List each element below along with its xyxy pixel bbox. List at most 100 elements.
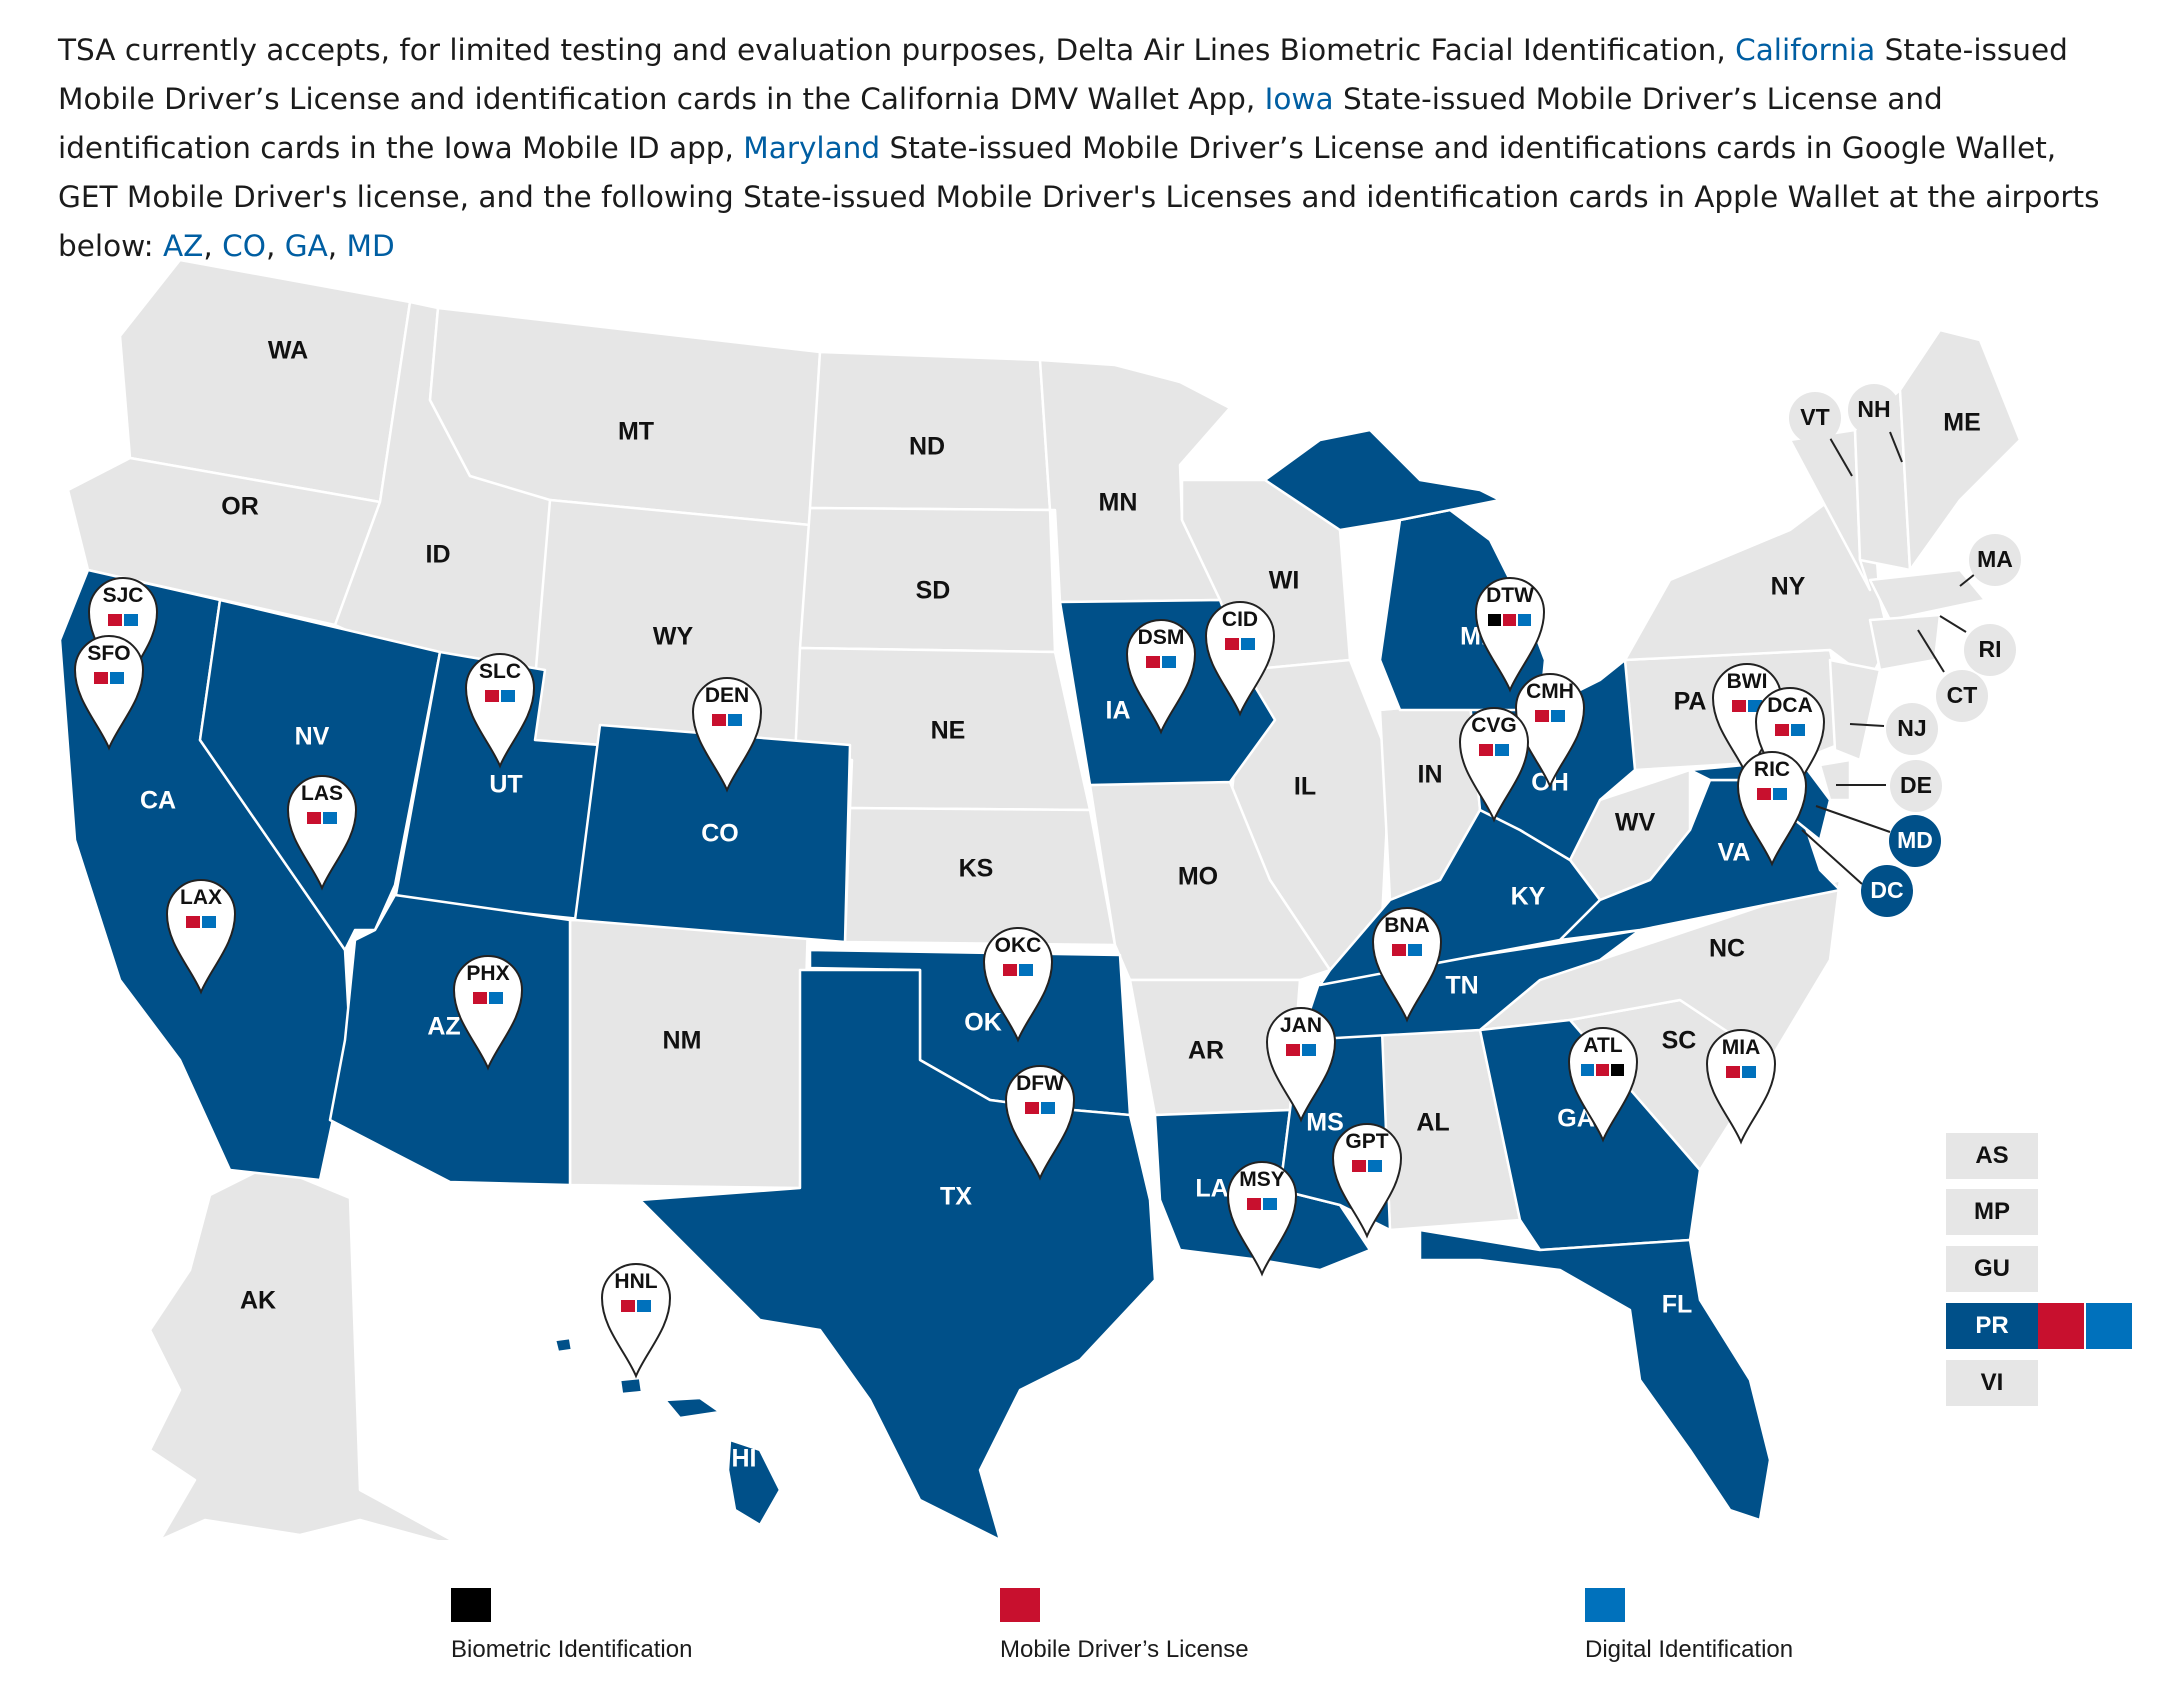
state-nd[interactable] xyxy=(808,350,1052,512)
pin-sq-digital xyxy=(1241,638,1255,650)
label-sc: SC xyxy=(1662,1027,1697,1055)
state-ma[interactable] xyxy=(1868,568,1987,622)
label-md: MD xyxy=(1897,827,1933,853)
pin-label-mia: MIA xyxy=(1722,1036,1761,1059)
pin-hnl[interactable]: HNL xyxy=(601,1263,671,1377)
state-hi[interactable] xyxy=(553,1336,782,1527)
label-nm: NM xyxy=(663,1027,702,1055)
pin-sq-digital xyxy=(1495,744,1509,756)
pin-dfw[interactable]: DFW xyxy=(1005,1065,1075,1179)
territory-mp[interactable]: MP xyxy=(1946,1189,2038,1235)
label-or: OR xyxy=(221,493,259,521)
pin-sq-mdl xyxy=(1247,1198,1261,1210)
state-nj[interactable] xyxy=(1828,658,1882,762)
intro-text-3: State-issued Mobile Driver’s License and… xyxy=(58,82,1943,165)
label-al: AL xyxy=(1416,1109,1449,1137)
pin-sjc[interactable]: SJC xyxy=(88,577,158,691)
label-nh: NH xyxy=(1857,396,1890,422)
label-hi: HI xyxy=(732,1445,757,1473)
state-mi-upper[interactable] xyxy=(1263,428,1502,532)
label-vt: VT xyxy=(1800,404,1829,430)
pin-dsm[interactable]: DSM xyxy=(1126,619,1196,733)
label-nd: ND xyxy=(909,433,945,461)
callout-vt[interactable]: VT xyxy=(1789,392,1841,444)
pin-cvg[interactable]: CVG xyxy=(1459,707,1529,821)
pin-bwi[interactable]: BWI xyxy=(1712,663,1782,777)
pin-label-cvg: CVG xyxy=(1471,714,1517,737)
label-sd: SD xyxy=(916,577,951,605)
territory-pr[interactable]: PR xyxy=(1946,1303,2038,1349)
label-mo: MO xyxy=(1178,863,1218,891)
label-ms: MS xyxy=(1306,1109,1344,1137)
intro-text-2: State-issued Mobile Driver’s License and… xyxy=(58,33,2068,116)
pin-jan[interactable]: JAN xyxy=(1266,1007,1336,1121)
pin-gpt[interactable]: GPT xyxy=(1332,1123,1402,1237)
state-co[interactable] xyxy=(573,723,852,944)
label-de: DE xyxy=(1900,772,1932,798)
pin-sq-digital xyxy=(1041,1102,1055,1114)
legend-swatch-digital xyxy=(1585,1588,1625,1622)
label-nj: NJ xyxy=(1897,715,1926,741)
pin-label-las: LAS xyxy=(301,782,343,805)
intro-text-4: State-issued Mobile Driver’s License and… xyxy=(58,131,2100,263)
northeast-callouts: VT NH MA RI CT NJ DE MD DC xyxy=(1789,384,2021,917)
pin-label-sjc: SJC xyxy=(103,584,144,607)
pin-ric[interactable]: RIC xyxy=(1737,751,1807,865)
pin-den[interactable]: DEN xyxy=(692,677,762,791)
pin-sq-mdl xyxy=(1726,1066,1740,1078)
pin-cmh[interactable]: CMH xyxy=(1515,673,1585,787)
pin-msy[interactable]: MSY xyxy=(1227,1161,1297,1275)
link-ga[interactable]: GA xyxy=(284,229,328,263)
callout-ct[interactable]: CT xyxy=(1936,670,1988,722)
pin-slc[interactable]: SLC xyxy=(465,653,535,767)
pin-sq-digital xyxy=(1773,788,1787,800)
label-az: AZ xyxy=(427,1013,460,1041)
pin-bna[interactable]: BNA xyxy=(1372,907,1442,1021)
callout-ri[interactable]: RI xyxy=(1964,624,2016,676)
state-fl[interactable] xyxy=(1418,1228,1772,1522)
label-ia: IA xyxy=(1106,697,1131,725)
territory-as[interactable]: AS xyxy=(1946,1133,2038,1179)
state-mo[interactable] xyxy=(1088,780,1332,982)
state-me[interactable] xyxy=(1898,328,2022,572)
pin-dtw[interactable]: DTW xyxy=(1475,577,1545,691)
link-co[interactable]: CO xyxy=(222,229,266,263)
territory-vi[interactable]: VI xyxy=(1946,1360,2038,1406)
label-wi: WI xyxy=(1269,567,1300,595)
link-az[interactable]: AZ xyxy=(162,229,204,263)
pin-atl[interactable]: ATL xyxy=(1568,1027,1638,1141)
callout-md[interactable]: MD xyxy=(1889,815,1941,867)
callout-nh[interactable]: NH xyxy=(1848,384,1900,436)
pin-label-lax: LAX xyxy=(180,886,222,909)
label-wy: WY xyxy=(653,623,694,651)
pin-sq-digital xyxy=(1368,1160,1382,1172)
pin-dca[interactable]: DCA xyxy=(1755,687,1825,801)
legend-swatch-biometric xyxy=(451,1588,491,1622)
territory-gu[interactable]: GU xyxy=(1946,1246,2038,1292)
state-ak[interactable] xyxy=(148,1163,470,1540)
pin-phx[interactable]: PHX xyxy=(453,955,523,1069)
pin-sq-mdl xyxy=(1479,744,1493,756)
pin-mia[interactable]: MIA xyxy=(1706,1029,1776,1143)
pin-sq-mdl xyxy=(1025,1102,1039,1114)
pin-sq-digital xyxy=(1263,1198,1277,1210)
pin-lax[interactable]: LAX xyxy=(166,879,236,993)
link-md[interactable]: MD xyxy=(346,229,395,263)
pin-las[interactable]: LAS xyxy=(287,775,357,889)
callout-nj[interactable]: NJ xyxy=(1886,703,1938,755)
state-ct[interactable] xyxy=(1868,613,1942,672)
pin-cid[interactable]: CID xyxy=(1205,601,1275,715)
callout-dc[interactable]: DC xyxy=(1861,865,1913,917)
link-california[interactable]: California xyxy=(1735,33,1876,67)
link-iowa[interactable]: Iowa xyxy=(1264,82,1334,116)
callout-de[interactable]: DE xyxy=(1890,760,1942,812)
label-ri: RI xyxy=(1979,636,2002,662)
link-maryland[interactable]: Maryland xyxy=(743,131,881,165)
state-de[interactable] xyxy=(1818,758,1852,802)
callout-ma[interactable]: MA xyxy=(1969,534,2021,586)
label-in: IN xyxy=(1418,761,1443,789)
label-dc: DC xyxy=(1870,877,1903,903)
pin-sq-mdl xyxy=(1732,700,1746,712)
pin-okc[interactable]: OKC xyxy=(983,927,1053,1041)
pin-sfo[interactable]: SFO xyxy=(74,635,144,749)
